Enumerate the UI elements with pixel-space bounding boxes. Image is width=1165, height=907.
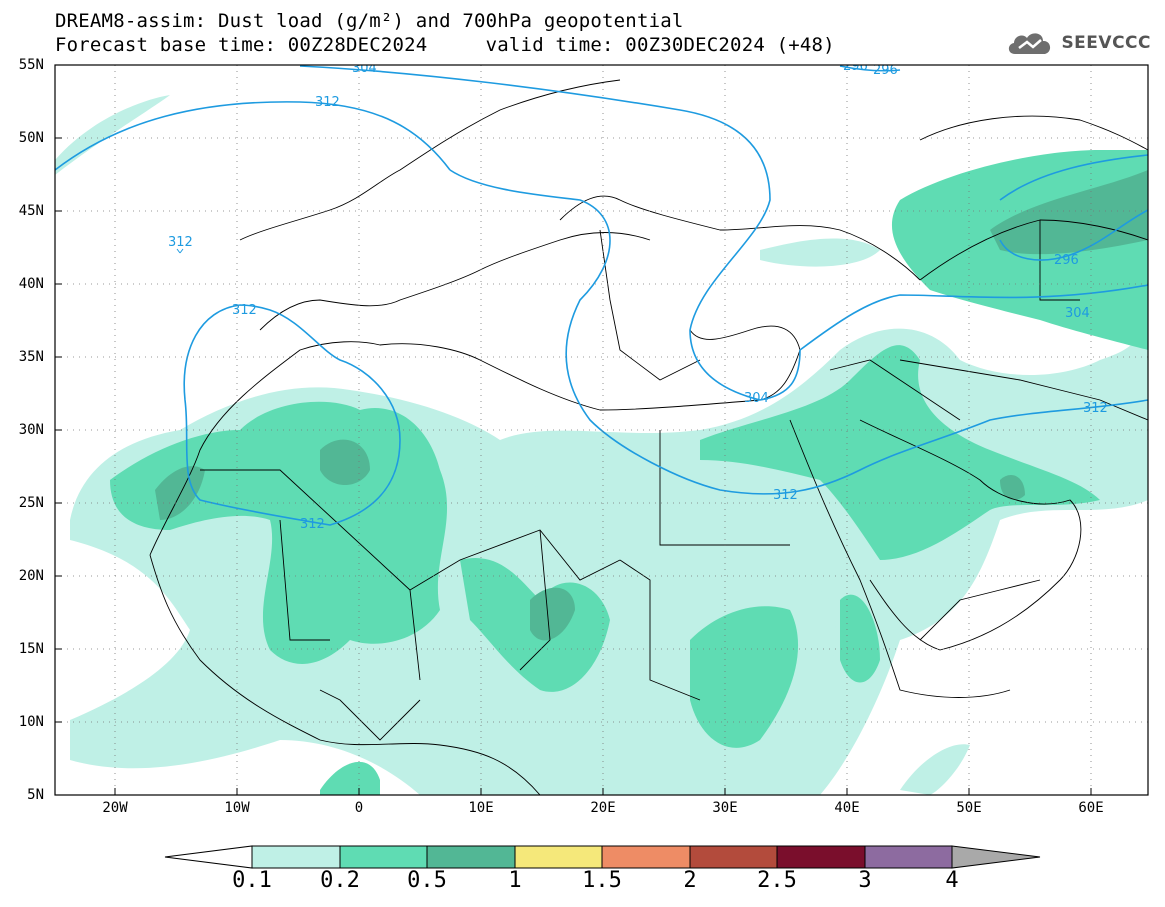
axis-ticks bbox=[55, 64, 1092, 795]
contour-label: 312 bbox=[232, 303, 257, 318]
contour-label: 304 bbox=[744, 391, 769, 406]
lat-label: 10N bbox=[18, 714, 44, 730]
colorbar-swatch bbox=[339, 845, 428, 869]
colorbar-label: 3 bbox=[858, 868, 872, 893]
colorbar-label: 1 bbox=[508, 868, 522, 893]
seevccc-logo: SEEVCCC bbox=[1005, 28, 1151, 58]
lat-label: 30N bbox=[18, 422, 44, 438]
colorbar-swatch bbox=[601, 845, 691, 869]
colorbar-swatch bbox=[426, 845, 516, 869]
lon-label: 10W bbox=[224, 800, 250, 816]
high-marker bbox=[176, 248, 184, 254]
lon-label: 20W bbox=[102, 800, 128, 816]
colorbar-label: 0.1 bbox=[232, 868, 272, 893]
colorbar-swatch bbox=[251, 845, 341, 869]
colorbar-swatch bbox=[514, 845, 603, 869]
contour-label: 296 bbox=[843, 59, 868, 74]
contour-labels: 304 312 312 312 312 312 304 296 296 304 … bbox=[168, 59, 1108, 532]
lat-label: 55N bbox=[18, 57, 44, 73]
lat-label: 35N bbox=[18, 349, 44, 365]
dust-shading-dark bbox=[155, 170, 1148, 641]
lon-label: 40E bbox=[834, 800, 860, 816]
contour-label: 312 bbox=[773, 488, 798, 503]
colorbar-max-arrow bbox=[951, 845, 1041, 869]
lat-label: 45N bbox=[18, 203, 44, 219]
colorbar-min-arrow bbox=[164, 845, 253, 869]
contour-label: 304 bbox=[1065, 306, 1090, 321]
contour-label: 312 bbox=[168, 235, 193, 250]
lat-label: 15N bbox=[18, 641, 44, 657]
contour-label: 296 bbox=[873, 63, 898, 78]
colorbar-swatch bbox=[776, 845, 866, 869]
lon-label: 0 bbox=[354, 800, 364, 816]
colorbar-label: 0.5 bbox=[407, 868, 447, 893]
colorbar-label: 2.5 bbox=[757, 868, 797, 893]
lat-label: 20N bbox=[18, 568, 44, 584]
lon-label: 60E bbox=[1078, 800, 1104, 816]
map-title: DREAM8-assim: Dust load (g/m²) and 700hP… bbox=[55, 10, 684, 32]
lat-label: 25N bbox=[18, 495, 44, 511]
contour-label: 296 bbox=[1054, 253, 1079, 268]
lat-label: 40N bbox=[18, 276, 44, 292]
lon-label: 50E bbox=[956, 800, 982, 816]
contour-label: 312 bbox=[315, 95, 340, 110]
grid-lines bbox=[55, 65, 1148, 795]
forecast-time-line: Forecast base time: 00Z28DEC2024 valid t… bbox=[55, 34, 835, 56]
colorbar-label: 4 bbox=[945, 868, 959, 893]
colorbar bbox=[164, 845, 1041, 869]
lon-label: 20E bbox=[590, 800, 616, 816]
geopotential-contours bbox=[55, 65, 1148, 526]
colorbar-label: 2 bbox=[683, 868, 697, 893]
colorbar-swatch bbox=[689, 845, 778, 869]
contour-label: 312 bbox=[300, 517, 325, 532]
lon-label: 10E bbox=[468, 800, 494, 816]
logo-text: SEEVCCC bbox=[1061, 33, 1151, 53]
coastlines bbox=[149, 79, 1148, 795]
lat-label: 5N bbox=[27, 787, 44, 803]
contour-label: 304 bbox=[352, 61, 377, 76]
lat-label: 50N bbox=[18, 130, 44, 146]
colorbar-label: 0.2 bbox=[320, 868, 360, 893]
cloud-icon bbox=[1009, 33, 1051, 54]
colorbar-swatch bbox=[864, 845, 953, 869]
contour-label: 312 bbox=[1083, 401, 1108, 416]
lon-label: 30E bbox=[712, 800, 738, 816]
colorbar-label: 1.5 bbox=[582, 868, 622, 893]
